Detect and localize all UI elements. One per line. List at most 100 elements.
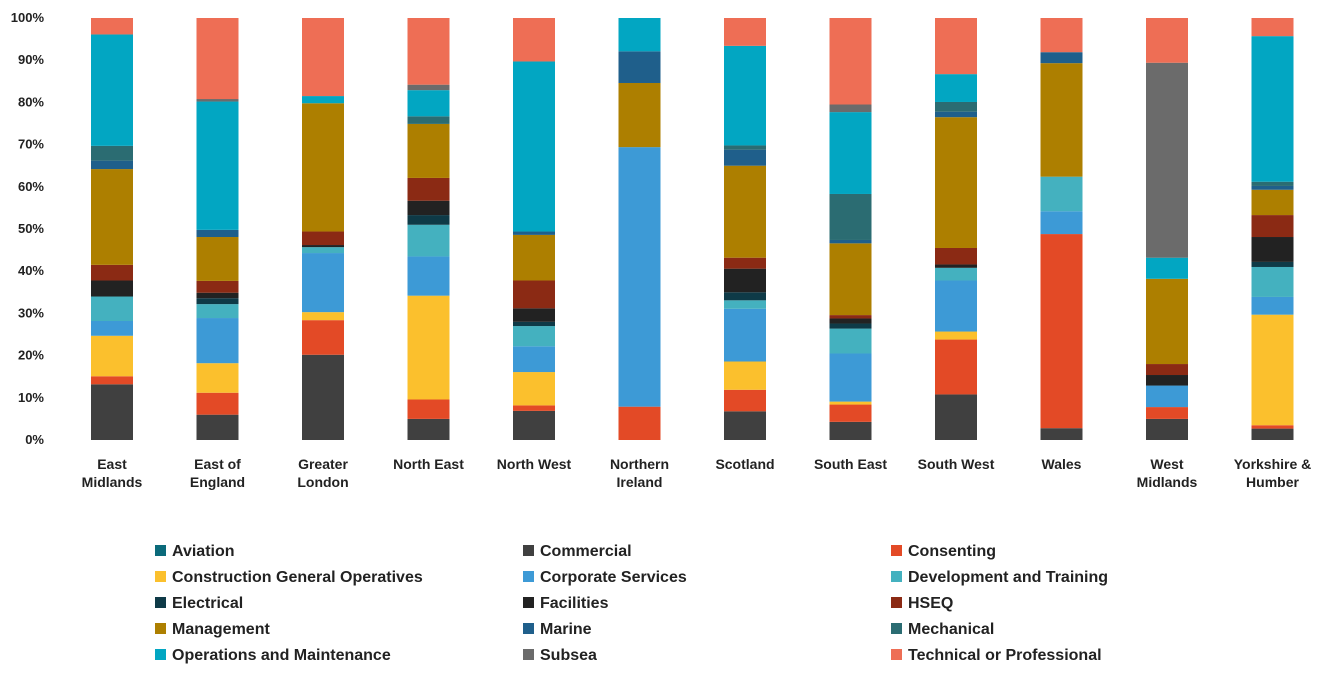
legend-label: HSEQ [908, 595, 953, 612]
bar-segment [1146, 18, 1188, 63]
legend-swatch [891, 623, 902, 634]
bar-segment [1251, 425, 1294, 429]
bar-stack [302, 18, 344, 440]
bar-segment [91, 384, 133, 440]
legend-item: Marine [523, 621, 592, 638]
bar-segment [618, 406, 661, 440]
bar-segment [196, 392, 239, 415]
legend-label: Construction General Operatives [172, 569, 423, 586]
bar-segment [513, 372, 555, 406]
bar-segment [302, 231, 344, 246]
bar-segment [829, 315, 872, 319]
bar-segment [407, 116, 450, 124]
bar-segment [724, 149, 766, 166]
bar-stack [618, 18, 661, 440]
bar-segment [1251, 261, 1294, 267]
bar-segment [1251, 36, 1294, 182]
bar-segment [1251, 189, 1294, 216]
bar-segment [1146, 407, 1188, 419]
bar-segment [1146, 418, 1188, 440]
y-tick-label: 10% [18, 390, 44, 405]
bar-segment [724, 18, 766, 46]
legend-item: Construction General Operatives [155, 569, 423, 586]
bar-segment [302, 245, 344, 248]
bar-stack [513, 18, 555, 440]
legend-label: Aviation [172, 543, 235, 560]
bar-segment [196, 280, 239, 293]
bar-segment [513, 61, 555, 232]
legend-label: Management [172, 621, 270, 638]
y-tick-label: 70% [18, 137, 44, 152]
bar-segment [196, 101, 239, 230]
bar-segment [1040, 211, 1083, 235]
legend-label: Marine [540, 621, 592, 638]
legend-label: Mechanical [908, 621, 994, 638]
bar-segment [91, 18, 133, 35]
bar-segment [1251, 181, 1294, 186]
bar-segment [196, 237, 239, 281]
bar-segment [91, 145, 133, 161]
bar-segment [1040, 428, 1083, 440]
bar-segment [513, 308, 555, 322]
legend-item: Electrical [155, 595, 243, 612]
bar-segment [513, 405, 555, 411]
x-tick-label: South East [814, 456, 887, 472]
bar-segment [91, 335, 133, 377]
bar-stack [1146, 18, 1188, 440]
bar-segment [829, 323, 872, 329]
bar-segment [724, 268, 766, 293]
bar-segment [91, 280, 133, 297]
bar-segment [935, 267, 977, 281]
bar-segment [935, 331, 977, 340]
bar-segment [1040, 234, 1083, 429]
x-tick-label: Wales [1042, 456, 1082, 472]
bar-segment [302, 103, 344, 232]
bar-stack [91, 18, 133, 440]
bar-segment [935, 101, 977, 112]
bar-segment [1146, 257, 1188, 279]
legend-swatch [523, 571, 534, 582]
bar-segment [724, 389, 766, 412]
x-tick-label: East Midlands [82, 456, 143, 490]
bar-segment [829, 243, 872, 316]
x-tick-label: East of England [190, 456, 245, 490]
bar-segment [196, 318, 239, 364]
bar-segment [1251, 296, 1294, 315]
bar-segment [1040, 176, 1083, 212]
legend: Aviation Commercial Consenting Construction… [155, 543, 1108, 664]
bar-segment [91, 34, 133, 146]
bar-stack [724, 18, 766, 440]
legend-item: Facilities [523, 595, 609, 612]
legend-label: Operations and Maintenance [172, 647, 391, 664]
bar-segment [513, 326, 555, 347]
x-tick-label: Greater London [297, 456, 348, 490]
bar-segment [1251, 237, 1294, 262]
legend-label: Consenting [908, 543, 996, 560]
bar-segment [829, 104, 872, 113]
bar-stack [829, 18, 872, 440]
bar-segment [91, 296, 133, 321]
bar-segment [1251, 185, 1294, 190]
legend-item: Mechanical [891, 621, 994, 638]
legend-item: Corporate Services [523, 569, 687, 586]
bar-segment [829, 193, 872, 240]
bar-segment [935, 339, 977, 395]
bar-segment [91, 169, 133, 265]
x-tick-label: Yorkshire & Humber [1234, 456, 1312, 490]
legend-label: Corporate Services [540, 569, 687, 586]
bar-segment [1251, 18, 1294, 37]
legend-swatch [523, 597, 534, 608]
y-tick-label: 40% [18, 263, 44, 278]
bar-segment [302, 253, 344, 313]
legend-swatch [523, 649, 534, 660]
bar-segment [407, 200, 450, 216]
bar-segment [724, 145, 766, 150]
legend-label: Development and Training [908, 569, 1108, 586]
legend-swatch [891, 597, 902, 608]
bar-segment [513, 280, 555, 309]
y-axis: 0% 10% 20% 30% 40% 50% 60% 70% 80% 90% 100% [11, 10, 45, 447]
bar-segment [618, 82, 661, 148]
bar-segment [196, 363, 239, 393]
bar-segment [407, 256, 450, 296]
